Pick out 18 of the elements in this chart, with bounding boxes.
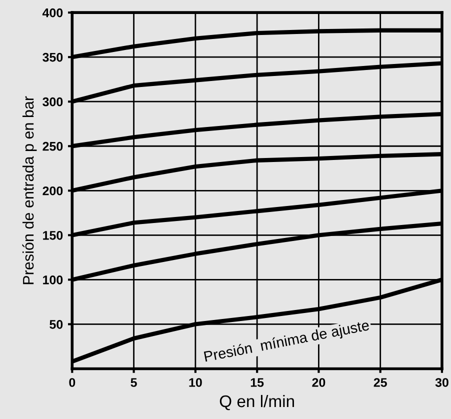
x-tick-label: 25 (374, 378, 387, 387)
y-tick-label: 100 (43, 275, 63, 284)
y-axis-title: Presión de entrada p en bar (22, 96, 37, 284)
x-tick-label: 10 (189, 378, 202, 387)
y-tick-label: 250 (42, 142, 63, 151)
x-tick-label: 15 (250, 378, 264, 387)
x-tick-label: 20 (312, 378, 326, 387)
y-tick-label: 350 (42, 52, 63, 62)
annotation: Presión mínima de ajuste (204, 319, 370, 365)
y-tick-label: 50 (50, 320, 63, 329)
x-tick-label: 0 (69, 378, 76, 387)
x-tick-label: 30 (435, 378, 448, 387)
x-axis-title: Q en l/min (220, 394, 294, 410)
y-tick-label: 150 (43, 230, 63, 240)
y-tick-label: 400 (42, 8, 63, 18)
y-tick-label: 300 (42, 97, 63, 106)
y-tick-label: 200 (42, 186, 63, 196)
x-tick-label: 5 (130, 378, 137, 387)
